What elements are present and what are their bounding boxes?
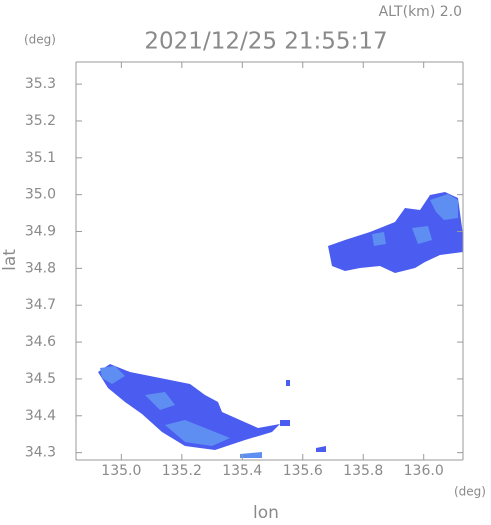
y-tick-label: 34.9 [25, 224, 56, 240]
y-unit: (deg) [24, 33, 56, 47]
y-tick-label: 34.8 [25, 260, 56, 276]
x-unit: (deg) [454, 485, 486, 499]
x-tick-label: 135.8 [343, 463, 383, 479]
y-tick-label: 35.0 [25, 187, 56, 203]
y-tick-label: 34.3 [25, 445, 56, 461]
plot-frame [75, 61, 464, 461]
y-tick-label: 34.5 [25, 371, 56, 387]
chart-title: 2021/12/25 21:55:17 [144, 29, 387, 55]
y-tick-label: 34.7 [25, 297, 56, 313]
y-tick-label: 35.1 [25, 150, 56, 166]
subtitle: ALT(km) 2.0 [379, 4, 462, 20]
x-tick-label: 135.0 [101, 463, 141, 479]
y-tick-label: 34.6 [25, 334, 56, 350]
y-tick-label: 35.2 [25, 113, 56, 129]
radar-echo [98, 192, 463, 458]
x-tick-label: 135.6 [283, 463, 323, 479]
y-tick-label: 34.4 [25, 408, 56, 424]
y-axis-label: lat [0, 249, 20, 271]
x-axis-label: lon [253, 503, 279, 521]
x-tick-label: 136.0 [404, 463, 444, 479]
x-tick-label: 135.2 [162, 463, 202, 479]
y-tick-label: 35.3 [25, 76, 56, 92]
x-tick-label: 135.4 [222, 463, 262, 479]
